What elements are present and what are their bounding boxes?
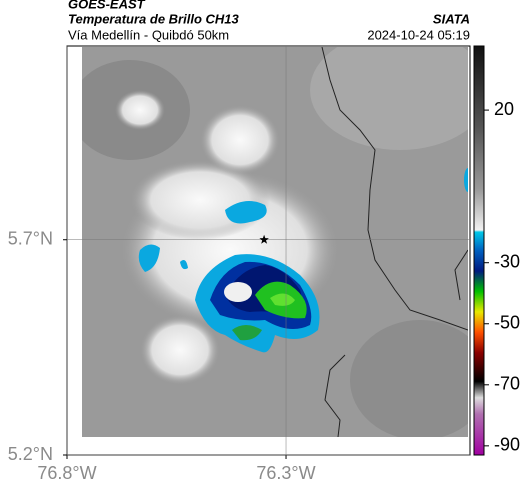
satellite-image	[82, 47, 468, 437]
subtitle: Temperatura de Brillo CH13	[68, 11, 240, 26]
colorbar-tick-label: -30	[494, 251, 520, 271]
colorbar-tick-label: -50	[494, 313, 520, 333]
colorbar	[473, 45, 485, 456]
source: SIATA	[433, 11, 470, 26]
title: GOES-EAST	[68, 0, 146, 11]
x-tick-label: 76.3°W	[256, 463, 315, 483]
colorbar-tick-label: -70	[494, 374, 520, 394]
location-marker	[259, 234, 269, 244]
timestamp: 2024-10-24 05:19	[367, 27, 470, 42]
route: Vía Medellín - Quibdó 50km	[68, 27, 229, 42]
y-tick-label: 5.7°N	[8, 228, 53, 248]
colorbar-tick-label: 20	[494, 99, 514, 119]
x-tick-label: 76.8°W	[37, 463, 96, 483]
y-tick-label: 5.2°N	[8, 444, 53, 464]
colorbar-tick-label: -90	[494, 435, 520, 455]
